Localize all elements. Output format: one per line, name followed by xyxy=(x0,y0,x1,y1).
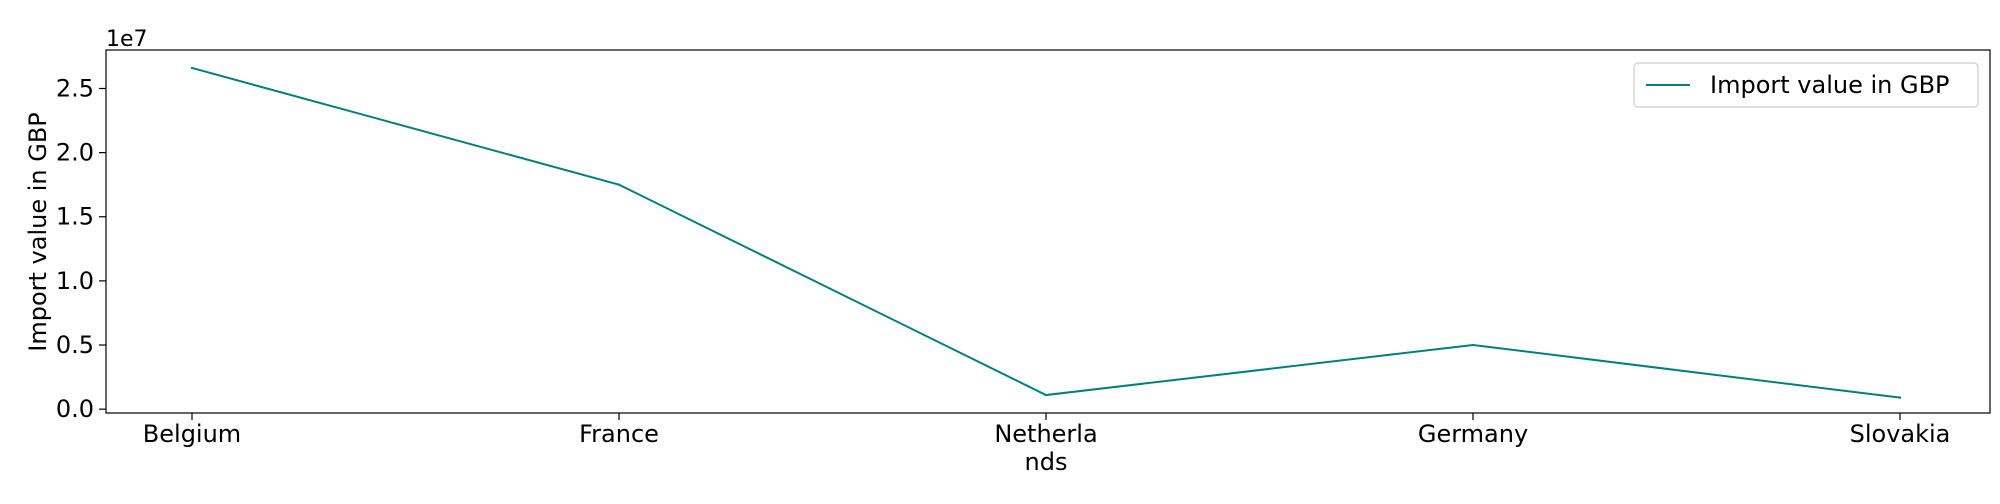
y-offset-label: 1e7 xyxy=(106,27,148,52)
data-point xyxy=(190,66,194,70)
y-tick-label: 1.0 xyxy=(56,267,94,295)
plot-frame xyxy=(105,49,1991,414)
legend-box xyxy=(1633,62,1979,108)
y-axis-label: Import value in GBP xyxy=(24,112,52,352)
data-point xyxy=(1044,393,1048,397)
x-tick-label: France xyxy=(579,420,659,448)
x-tick-label: Slovakia xyxy=(1850,420,1951,448)
series-line xyxy=(191,66,1901,399)
data-point xyxy=(1471,343,1475,347)
y-tick-label: 0.5 xyxy=(56,331,94,359)
y-tick-label: 0.0 xyxy=(56,395,94,423)
legend-label: Import value in GBP xyxy=(1710,71,1950,99)
x-tick-label: Belgium xyxy=(143,420,241,448)
data-point xyxy=(617,183,621,186)
data-point xyxy=(1898,396,1902,399)
y-tick-label: 2.5 xyxy=(56,74,94,102)
x-tick-label: Netherla xyxy=(994,420,1097,448)
x-tick-label: nds xyxy=(1025,448,1068,476)
x-tick-label: Germany xyxy=(1418,420,1528,448)
y-tick-label: 2.0 xyxy=(56,139,94,167)
y-tick-label: 1.5 xyxy=(56,203,94,231)
